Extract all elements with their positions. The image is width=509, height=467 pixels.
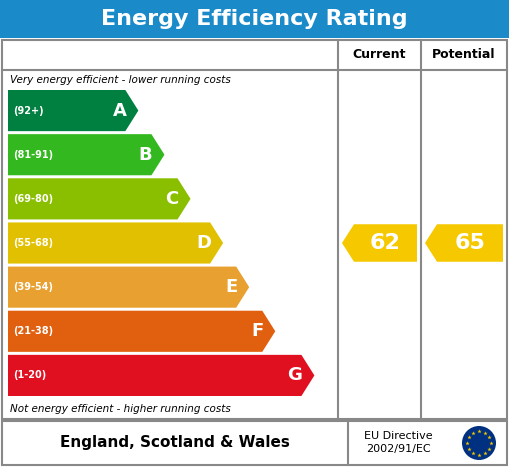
Polygon shape (8, 267, 249, 308)
Text: (55-68): (55-68) (13, 238, 53, 248)
Text: F: F (251, 322, 263, 340)
Text: (39-54): (39-54) (13, 282, 53, 292)
Text: (21-38): (21-38) (13, 326, 53, 336)
Text: Energy Efficiency Rating: Energy Efficiency Rating (101, 9, 408, 29)
Text: 2002/91/EC: 2002/91/EC (365, 444, 430, 454)
Text: Potential: Potential (432, 48, 496, 61)
Text: G: G (288, 367, 302, 384)
Text: (69-80): (69-80) (13, 194, 53, 204)
Text: D: D (196, 234, 211, 252)
Text: 65: 65 (455, 233, 486, 253)
Text: A: A (112, 101, 126, 120)
Polygon shape (342, 224, 417, 262)
Circle shape (462, 426, 496, 460)
Polygon shape (8, 178, 190, 219)
Text: (1-20): (1-20) (13, 370, 46, 381)
Bar (2, 40, 507, 419)
Polygon shape (425, 224, 503, 262)
Polygon shape (8, 90, 138, 131)
Text: Very energy efficient - lower running costs: Very energy efficient - lower running co… (10, 75, 231, 85)
Text: 62: 62 (370, 233, 401, 253)
Text: E: E (225, 278, 237, 296)
Text: (81-91): (81-91) (13, 150, 53, 160)
Polygon shape (8, 355, 315, 396)
Bar (2, 421, 507, 465)
Text: (92+): (92+) (13, 106, 44, 115)
Polygon shape (8, 134, 164, 175)
Text: B: B (139, 146, 152, 164)
Text: England, Scotland & Wales: England, Scotland & Wales (60, 436, 290, 451)
Text: C: C (165, 190, 179, 208)
Text: Not energy efficient - higher running costs: Not energy efficient - higher running co… (10, 404, 231, 414)
Text: Current: Current (353, 48, 406, 61)
Text: EU Directive: EU Directive (364, 431, 432, 441)
Polygon shape (8, 222, 223, 263)
Polygon shape (8, 311, 275, 352)
Bar (0, 0, 509, 38)
